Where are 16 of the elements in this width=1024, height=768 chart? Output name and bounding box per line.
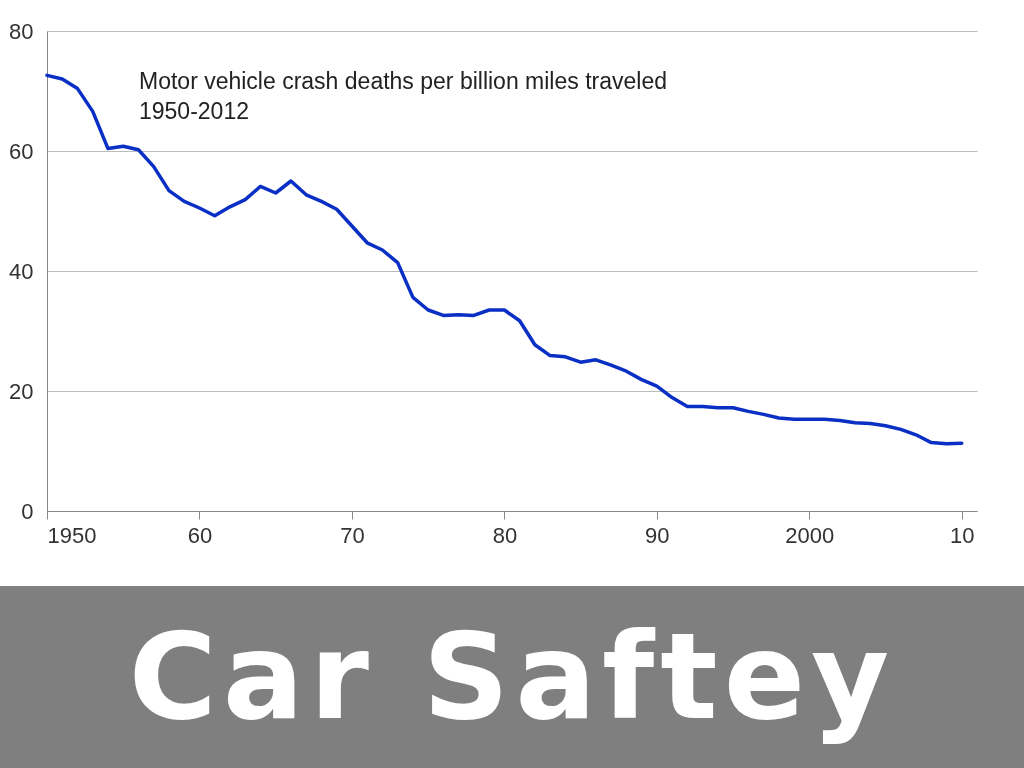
x-tick-label: 10 — [950, 522, 975, 548]
x-tick-label: 90 — [645, 522, 670, 548]
y-tick-label: 40 — [9, 258, 34, 284]
annotation: 1950-2012 — [139, 98, 249, 124]
annotation: Motor vehicle crash deaths per billion miles traveled — [139, 68, 667, 94]
x-tick-label: 70 — [340, 522, 365, 548]
x-tick-label: 60 — [187, 522, 213, 548]
x-tick-label: 1950 — [47, 522, 97, 548]
y-tick-label: 80 — [9, 18, 34, 44]
x-tick-label: 80 — [492, 522, 518, 548]
y-tick-label: 20 — [9, 378, 34, 404]
y-tick-label: 60 — [9, 138, 34, 164]
line-series — [45, 73, 964, 446]
x-tick-label: 2000 — [785, 522, 835, 548]
text: Car Saftey — [0, 586, 1024, 768]
y-tick-label: 0 — [21, 498, 34, 524]
